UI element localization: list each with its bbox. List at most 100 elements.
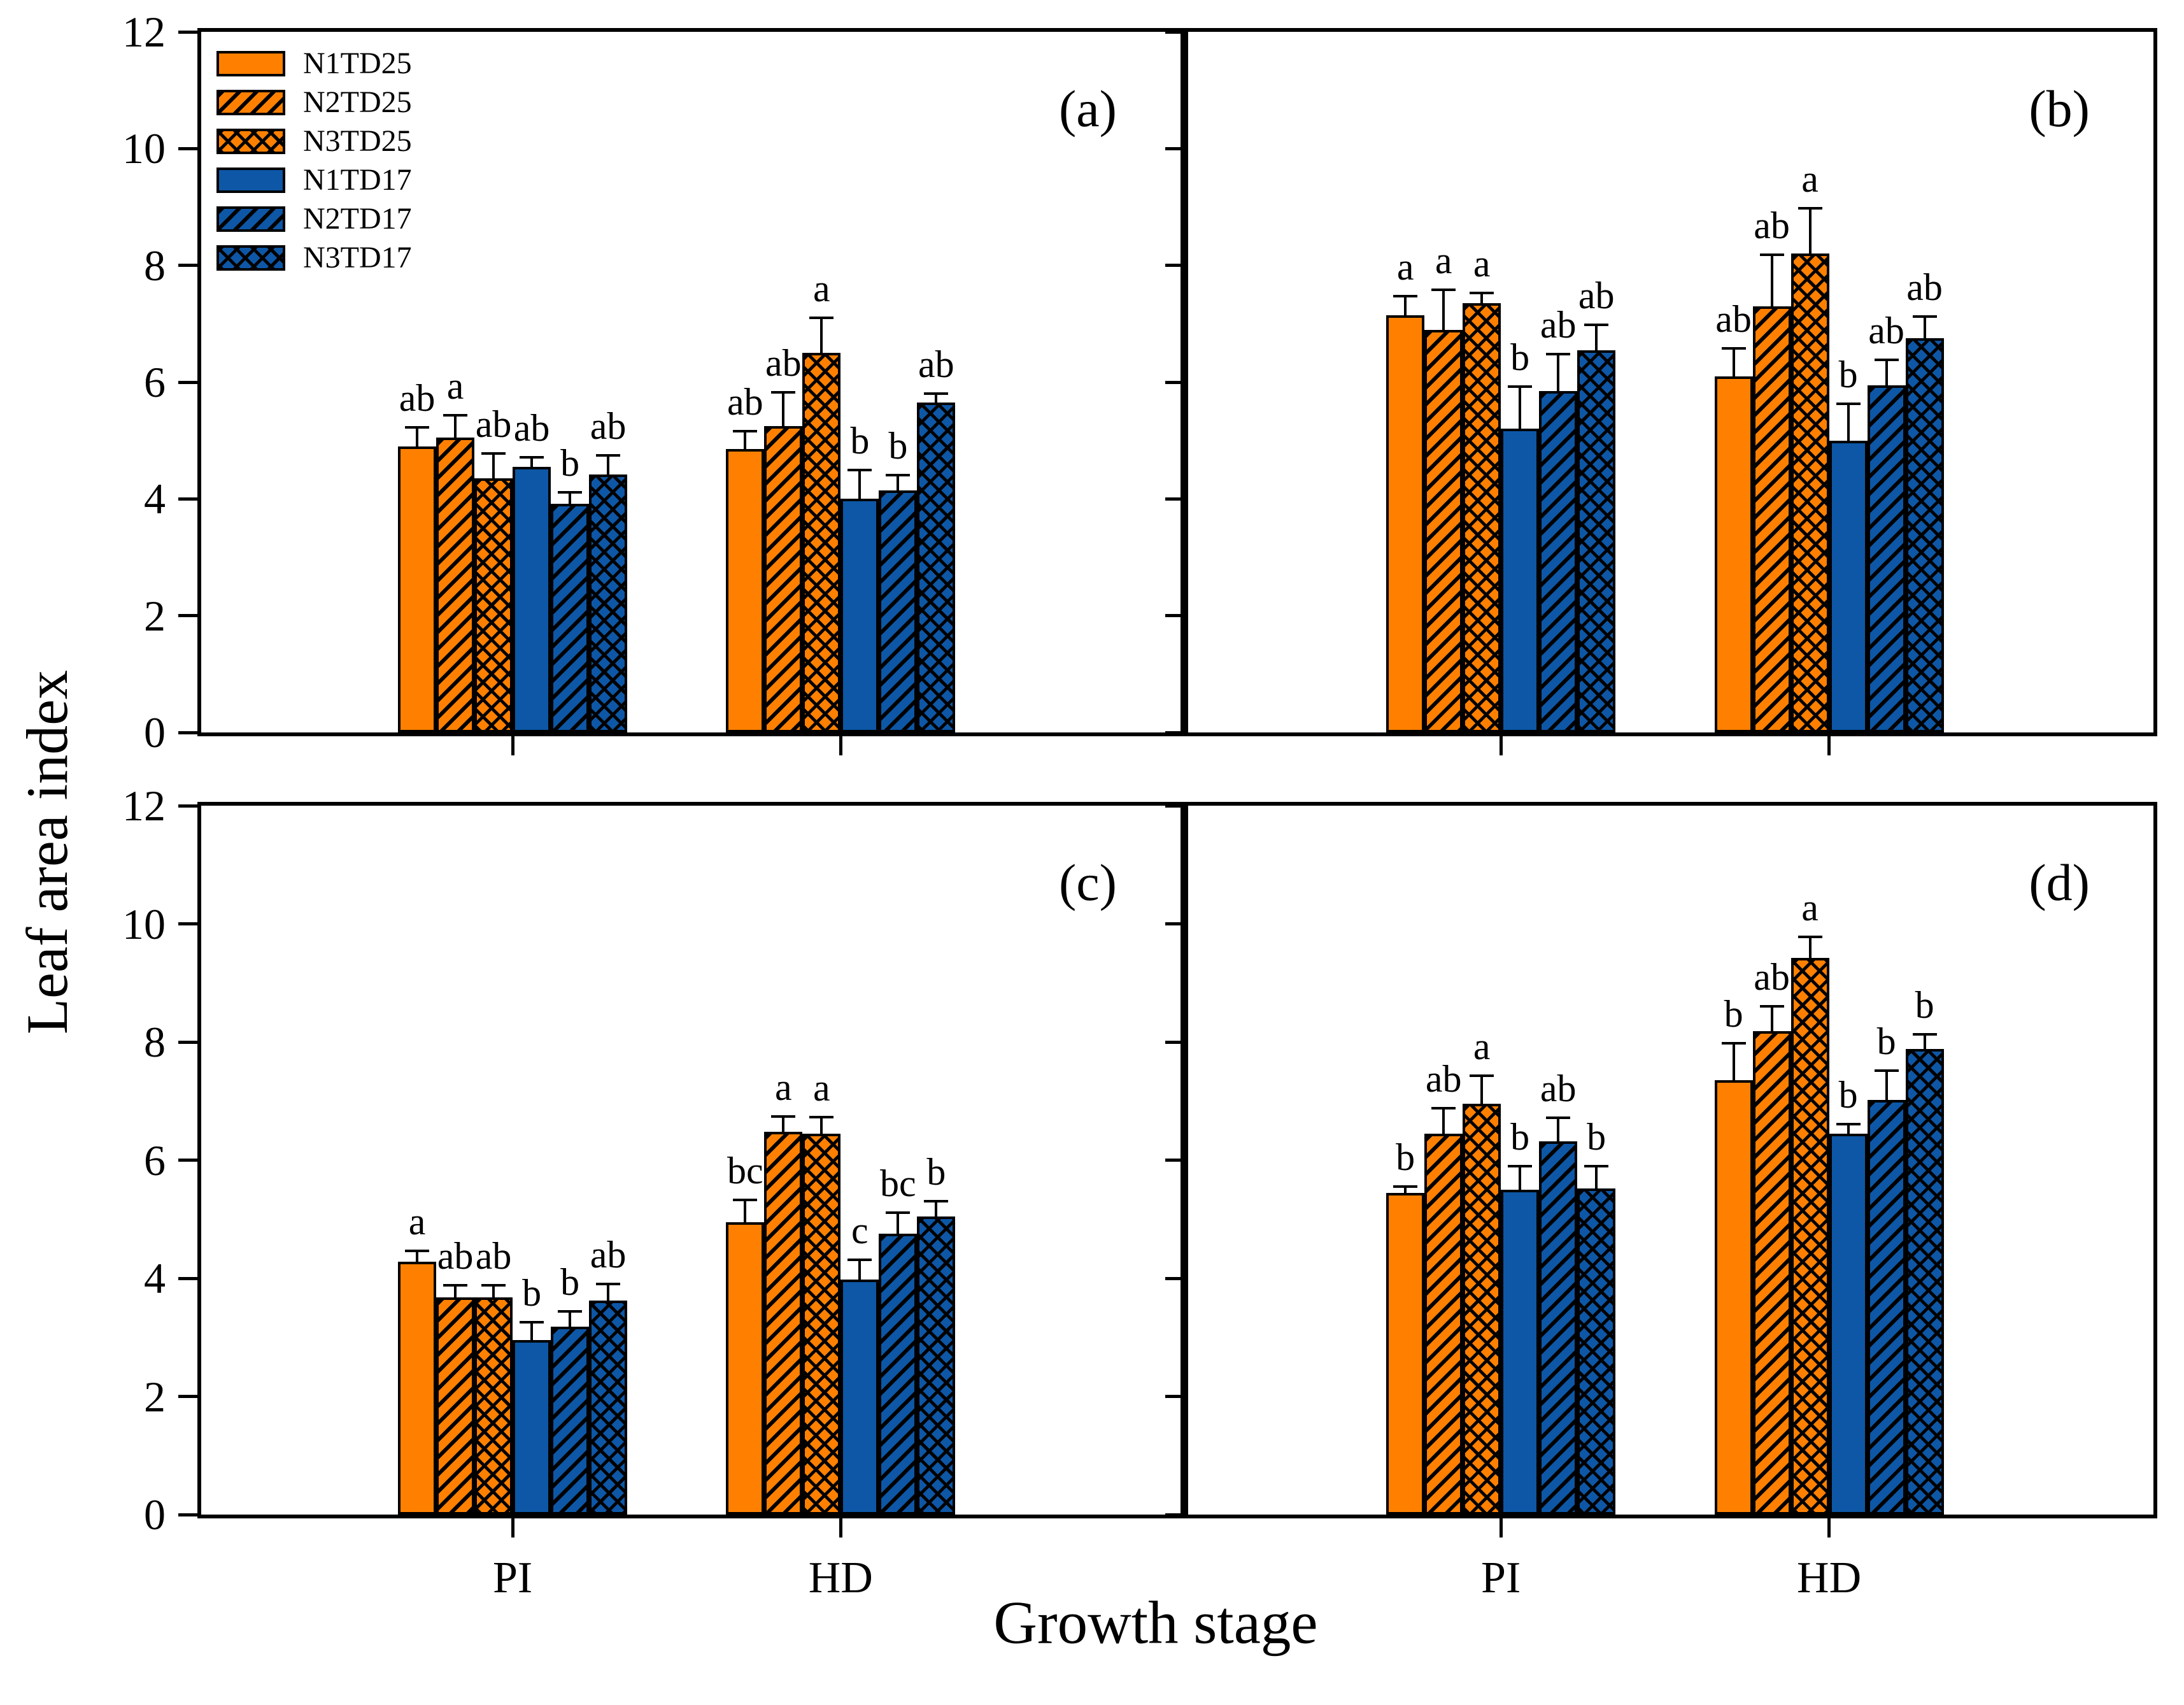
bar-N1TD17-HD — [1829, 1133, 1868, 1515]
bar-N2TD25-HD — [764, 425, 803, 732]
error-bar — [1847, 403, 1850, 441]
error-bar — [1923, 315, 1926, 339]
error-bar-cap — [1836, 1123, 1861, 1126]
significance-letter: ab — [1906, 266, 1943, 308]
x-tick — [839, 1518, 842, 1537]
error-bar-cap — [771, 390, 796, 394]
bar-N2TD17-HD — [1867, 385, 1906, 732]
error-bar-cap — [405, 425, 430, 429]
bar-N1TD25-PI — [398, 446, 437, 732]
error-bar — [820, 317, 823, 353]
x-axis-title: Growth stage — [993, 1588, 1318, 1657]
significance-letter: a — [1396, 245, 1414, 288]
error-bar-cap — [520, 456, 544, 459]
error-bar-cap — [1546, 1116, 1571, 1119]
error-bar — [897, 473, 900, 490]
error-bar-cap — [733, 1198, 758, 1201]
error-bar — [1519, 385, 1522, 429]
bar-N2TD17-HD — [879, 1234, 918, 1515]
error-bar — [1480, 291, 1484, 304]
error-bar — [935, 392, 938, 403]
y-tick-label: 8 — [144, 241, 166, 290]
significance-letter: ab — [1715, 298, 1752, 340]
bar-N2TD17-PI — [551, 1327, 590, 1515]
error-bar-cap — [847, 1259, 872, 1262]
bar-N1TD25-HD — [726, 1222, 765, 1515]
bar-N1TD25-PI — [1386, 1192, 1425, 1515]
y-tick — [1165, 497, 1184, 501]
significance-letter: ab — [437, 1235, 474, 1278]
error-bar — [1885, 359, 1888, 385]
error-bar — [1808, 207, 1812, 254]
significance-letter: ab — [513, 407, 550, 450]
significance-letter: a — [1473, 242, 1491, 285]
significance-letter: b — [1510, 1115, 1530, 1158]
error-bar — [1808, 936, 1812, 959]
y-tick — [1165, 731, 1184, 734]
y-tick — [1165, 30, 1184, 34]
x-tick — [1499, 1518, 1503, 1537]
bar-N2TD25-HD — [1752, 1031, 1791, 1515]
error-bar-cap — [1721, 347, 1746, 350]
bar-N3TD17-HD — [1905, 338, 1944, 732]
error-bar — [530, 1320, 534, 1341]
significance-letter: ab — [475, 1235, 512, 1278]
y-tick — [178, 1276, 197, 1280]
error-bar — [492, 1284, 495, 1297]
error-bar — [1404, 1185, 1407, 1193]
x-tick — [1827, 736, 1831, 755]
significance-letter: b — [1724, 993, 1743, 1035]
y-tick — [1165, 380, 1184, 384]
y-tick — [1165, 1159, 1184, 1162]
error-bar-cap — [1470, 291, 1494, 294]
y-tick — [1165, 614, 1184, 618]
x-tick-label: HD — [808, 1553, 873, 1602]
error-bar-cap — [1431, 1107, 1456, 1110]
error-bar — [530, 456, 534, 467]
error-bar-cap — [847, 468, 872, 471]
significance-letter: ab — [1425, 1058, 1462, 1101]
bar-N1TD17-HD — [1829, 440, 1868, 732]
legend-label: N2TD25 — [303, 85, 412, 119]
error-bar — [897, 1211, 900, 1234]
error-bar-cap — [1759, 253, 1784, 257]
error-bar — [1732, 1042, 1735, 1081]
x-tick — [839, 736, 842, 755]
significance-letter: b — [1510, 336, 1530, 378]
bar-N2TD25-HD — [764, 1131, 803, 1515]
significance-letter: b — [850, 419, 870, 462]
error-bar-cap — [1721, 1042, 1746, 1045]
panel-b: a a a b ab ab ab ab a b ab ab (b) — [1165, 28, 2157, 755]
bar-N1TD25-HD — [1714, 1080, 1753, 1515]
bar-N2TD25-PI — [436, 1297, 475, 1515]
legend-label: N1TD25 — [303, 46, 412, 80]
y-tick — [178, 1159, 197, 1162]
significance-letter: b — [1876, 1020, 1896, 1062]
y-tick-label: 2 — [144, 591, 166, 640]
y-tick — [178, 1395, 197, 1398]
error-bar-cap — [1759, 1004, 1784, 1008]
bar-N1TD17-PI — [1501, 1189, 1540, 1515]
plot-area: 0 2 4 6 8 10 12 ab a ab ab b ab ab ab a b b ab (a) N1TD25 N2T… — [122, 9, 1181, 755]
legend-item-N1TD25: N1TD25 — [216, 48, 412, 79]
bar-N2TD25-PI — [1424, 1133, 1463, 1515]
y-tick-label: 4 — [144, 1254, 166, 1302]
significance-letter: a — [1435, 239, 1452, 282]
plot-area: 0 2 4 6 8 10 12 PI a ab ab b b ab HD bc a a c bc b (c) — [122, 783, 1181, 1601]
error-bar-cap — [1584, 324, 1609, 327]
y-tick-label: 4 — [144, 474, 166, 524]
significance-letter: a — [408, 1201, 426, 1243]
error-bar-cap — [1798, 207, 1822, 210]
y-tick-label: 8 — [144, 1018, 166, 1066]
legend-swatch-none-icon — [216, 168, 285, 193]
significance-letter: b — [522, 1271, 542, 1314]
significance-letter: ab — [1754, 204, 1790, 247]
y-tick-label: 2 — [144, 1372, 166, 1421]
legend-swatch-diagonal-icon — [216, 206, 285, 232]
panel-label: (c) — [1058, 853, 1117, 911]
bar-N3TD25-HD — [1790, 958, 1829, 1515]
bar-N2TD25-HD — [1752, 306, 1791, 732]
significance-letter: bc — [879, 1162, 916, 1205]
y-tick — [178, 380, 197, 384]
